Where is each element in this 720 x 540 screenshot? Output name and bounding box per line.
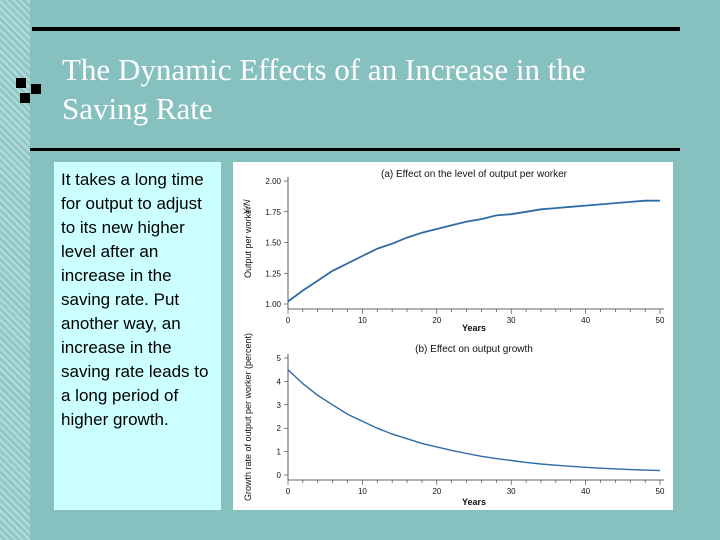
text-panel: It takes a long time for output to adjus…	[54, 162, 221, 510]
y-tick-label: 5	[277, 354, 282, 363]
body-text: It takes a long time for output to adjus…	[61, 170, 209, 429]
x-tick-label: 0	[286, 487, 291, 496]
y-axis-symbol: Y/N	[242, 199, 252, 215]
charts-svg: 0 10 20 30 40 501.001.251.501.752.00(a) Effec…	[242, 169, 665, 507]
x-tick-label: 10	[358, 316, 367, 325]
y-tick-label: 1.25	[265, 269, 281, 278]
x-tick-label: 40	[581, 487, 590, 496]
x-tick-label: 30	[507, 487, 516, 496]
series-line	[287, 369, 661, 472]
y-tick-label: 1.00	[265, 300, 281, 309]
y-tick-label: 2.00	[265, 177, 281, 186]
x-axis-label: Years	[462, 497, 486, 507]
x-axis-label: Years	[462, 323, 486, 333]
y-tick-label: 4	[277, 377, 282, 386]
x-tick-label: 0	[286, 316, 291, 325]
y-axis-label: Output per worker	[243, 206, 253, 278]
chart-title: (a) Effect on the level of output per wo…	[381, 169, 568, 180]
y-tick-label: 2	[277, 424, 282, 433]
bullet-square	[20, 93, 30, 103]
x-tick-label: 30	[507, 316, 516, 325]
slide-title: The Dynamic Effects of an Increase in th…	[62, 52, 586, 126]
bullet-square	[16, 78, 26, 88]
decorative-side-strip	[0, 0, 30, 540]
bullet-square	[31, 84, 41, 94]
x-tick-label: 50	[656, 487, 665, 496]
title-rule	[30, 148, 680, 151]
x-tick-label: 20	[432, 487, 441, 496]
x-tick-label: 10	[358, 487, 367, 496]
y-tick-label: 1.75	[265, 208, 281, 217]
chart-title: (b) Effect on output growth	[415, 344, 533, 355]
x-tick-label: 40	[581, 316, 590, 325]
top-rule	[32, 27, 680, 31]
x-tick-label: 20	[432, 316, 441, 325]
y-tick-label: 0	[277, 471, 282, 480]
series-line	[287, 199, 660, 303]
y-axis-label: Growth rate of output per worker (percen…	[243, 333, 253, 501]
y-tick-label: 3	[277, 401, 282, 410]
chart-panel: 0 10 20 30 40 50 1.00 1.25 1.50 1.75 2.00 (a) Effec…	[233, 162, 673, 510]
y-tick-label: 1	[277, 448, 282, 457]
x-tick-label: 50	[656, 316, 665, 325]
y-tick-label: 1.50	[265, 239, 281, 248]
